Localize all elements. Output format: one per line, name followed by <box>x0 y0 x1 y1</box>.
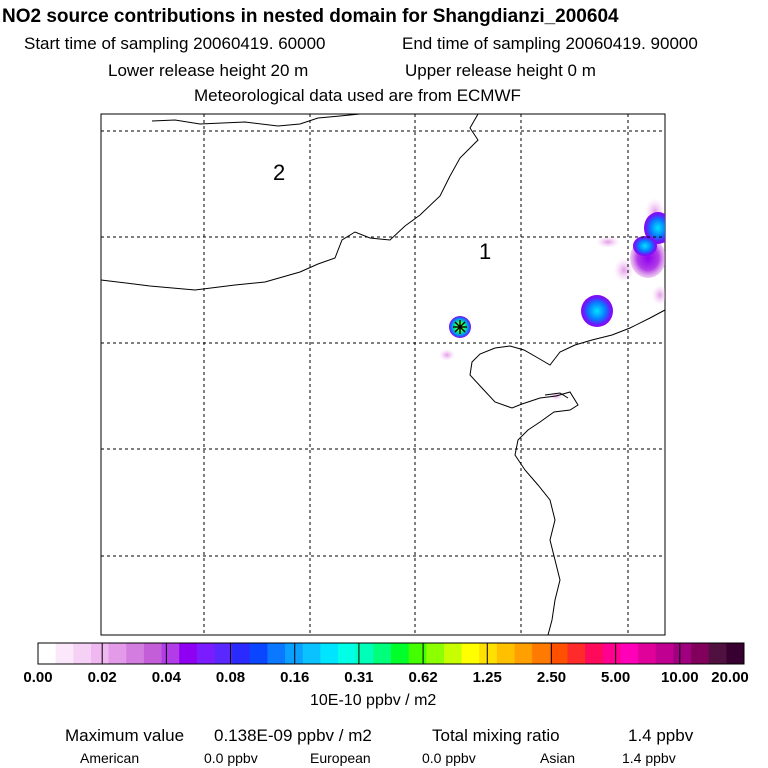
colorbar-swatch <box>691 643 710 664</box>
colorbar-swatch <box>90 643 110 664</box>
plume-blob <box>652 285 665 305</box>
plume-blob <box>633 236 657 256</box>
colorbar-swatch <box>408 643 427 664</box>
receptor-marker-icon <box>453 320 467 334</box>
european-value: 0.0 ppbv <box>422 750 476 766</box>
colorbar-swatch <box>514 643 533 664</box>
american-label: American <box>80 750 140 766</box>
asian-value: 1.4 ppbv <box>622 750 676 766</box>
end-time-label: End time of sampling 20060419. 90000 <box>402 34 698 53</box>
colorbar-swatch <box>179 643 198 664</box>
american-value: 0.0 ppbv <box>204 750 258 766</box>
colorbar-swatch <box>585 643 604 664</box>
colorbar-swatch <box>638 643 657 664</box>
plume-blob <box>614 258 634 282</box>
colorbar-swatch <box>143 643 163 664</box>
colorbar-tick-label: 0.00 <box>23 669 53 686</box>
colorbar-swatch <box>285 643 304 664</box>
colorbar-swatch <box>461 643 480 664</box>
colorbar-swatch <box>196 643 215 664</box>
max-value: 0.138E-09 ppbv / m2 <box>214 726 372 745</box>
colorbar-swatch <box>655 643 674 664</box>
colorbar <box>37 642 745 665</box>
colorbar-swatch <box>355 643 374 664</box>
region-1-label: 1 <box>479 239 492 264</box>
colorbar-swatch <box>673 643 692 664</box>
colorbar-tick-label: 5.00 <box>601 669 631 686</box>
colorbar-swatch <box>267 643 286 664</box>
colorbar-swatch <box>320 643 339 664</box>
boundaries <box>101 114 665 635</box>
colorbar-tick-label: 10.00 <box>661 669 699 686</box>
colorbar-tick-label: 0.31 <box>344 669 374 686</box>
colorbar-tick-label: 0.08 <box>215 669 246 686</box>
lower-height-label: Lower release height 20 m <box>108 61 309 80</box>
colorbar-tick-label: 0.16 <box>280 669 310 686</box>
met-data-label: Meteorological data used are from ECMWF <box>194 86 521 105</box>
colorbar-swatch <box>108 643 127 664</box>
colorbar-swatch <box>232 643 251 664</box>
colorbar-tick-label: 0.62 <box>408 669 438 686</box>
colorbar-swatch <box>161 643 180 664</box>
asian-label: Asian <box>540 750 576 766</box>
european-label: European <box>310 750 371 766</box>
colorbar-swatch <box>302 643 321 664</box>
colorbar-swatch <box>214 643 233 664</box>
colorbar-swatch <box>391 643 410 664</box>
colorbar-unit-label: 10E-10 ppbv / m2 <box>310 692 437 709</box>
colorbar-tick-label: 1.25 <box>472 669 502 686</box>
chart-title: NO2 source contributions in nested domai… <box>2 6 619 27</box>
colorbar-swatch <box>479 643 498 664</box>
upper-height-label: Upper release height 0 m <box>405 61 596 80</box>
colorbar-swatch <box>126 643 145 664</box>
colorbar-swatch <box>567 643 586 664</box>
grid-lines <box>101 114 665 635</box>
colorbar-swatch <box>532 643 551 664</box>
plume-blob <box>596 236 620 248</box>
plume-blob <box>439 349 455 361</box>
colorbar-swatch <box>496 643 516 664</box>
max-value-label: Maximum value <box>65 726 185 745</box>
colorbar-tick-label: 2.50 <box>536 669 567 686</box>
total-mixing-label: Total mixing ratio <box>432 726 560 745</box>
plume-blob <box>644 212 665 244</box>
concentration-field <box>439 198 665 400</box>
colorbar-swatch <box>55 643 74 664</box>
region-2-label: 2 <box>273 160 286 185</box>
colorbar-swatch <box>602 643 621 664</box>
colorbar-swatch <box>443 643 463 664</box>
colorbar-swatch <box>549 643 568 664</box>
colorbar-tick-label: 0.04 <box>151 669 181 686</box>
start-time-label: Start time of sampling 20060419. 60000 <box>24 34 326 53</box>
total-mixing-value: 1.4 ppbv <box>628 726 694 745</box>
plot-frame <box>100 113 666 636</box>
colorbar-swatch <box>708 643 727 664</box>
colorbar-swatch <box>38 643 57 664</box>
colorbar-swatch <box>249 643 268 664</box>
colorbar-swatch <box>426 643 445 664</box>
plume-blob <box>581 295 613 327</box>
colorbar-tick-label: 0.02 <box>87 669 117 686</box>
colorbar-swatch <box>726 643 745 664</box>
colorbar-swatch <box>73 643 92 664</box>
colorbar-tick-label: 20.00 <box>711 669 749 686</box>
colorbar-swatch <box>373 643 392 664</box>
colorbar-swatch <box>338 643 357 664</box>
colorbar-swatch <box>620 643 639 664</box>
